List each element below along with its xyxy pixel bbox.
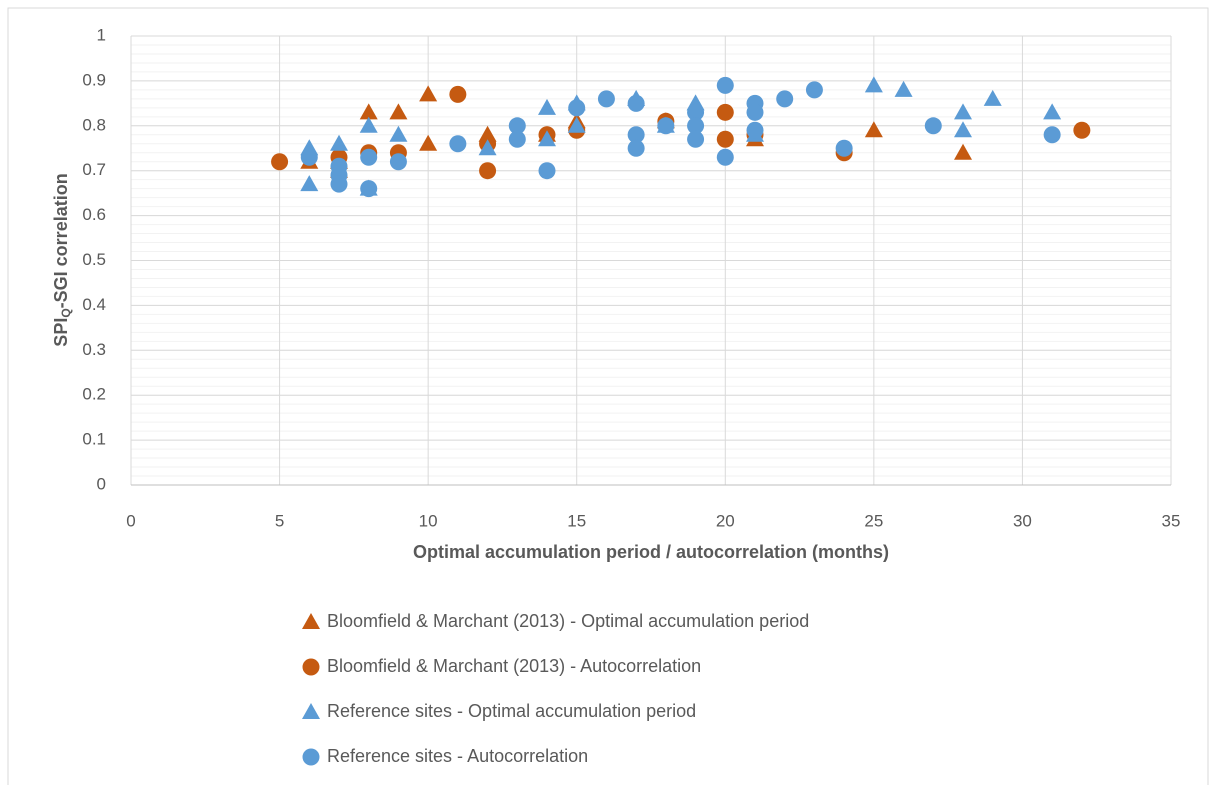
triangle-marker — [389, 125, 408, 142]
y-tick-label: 0 — [97, 474, 106, 493]
circle-marker — [746, 103, 764, 121]
x-tick-label: 5 — [275, 511, 284, 530]
circle-marker — [627, 126, 645, 144]
x-tick-label: 15 — [567, 511, 586, 530]
circle-marker — [716, 148, 734, 166]
circle-marker — [330, 175, 348, 193]
triangle-marker — [983, 89, 1002, 106]
y-tick-label: 0.1 — [82, 430, 106, 449]
circle-marker — [271, 153, 289, 171]
circle-marker — [687, 117, 705, 135]
y-tick-label: 1 — [97, 25, 106, 44]
triangle-marker — [300, 175, 319, 192]
legend-label: Reference sites - Optimal accumulation p… — [327, 701, 696, 721]
chart-border — [7, 7, 1209, 785]
triangle-marker — [864, 76, 883, 93]
y-tick-label: 0.8 — [82, 115, 106, 134]
y-tick-label: 0.6 — [82, 205, 106, 224]
circle-marker — [835, 139, 853, 157]
circle-marker — [716, 130, 734, 148]
circle-marker — [302, 748, 320, 766]
triangle-marker — [538, 98, 556, 115]
circle-marker — [687, 103, 705, 121]
y-tick-label: 0.7 — [82, 160, 106, 179]
x-tick-label: 35 — [1162, 511, 1181, 530]
x-tick-label: 25 — [864, 511, 883, 530]
circle-marker — [716, 76, 734, 94]
triangle-marker — [389, 103, 408, 120]
circle-marker — [627, 139, 645, 157]
circle-marker — [508, 130, 526, 148]
circle-marker — [597, 90, 615, 108]
circle-marker — [687, 130, 705, 148]
triangle-marker — [302, 703, 320, 719]
y-label-part: -SGI correlation — [51, 173, 71, 308]
triangle-marker — [954, 103, 972, 120]
circle-marker — [449, 85, 467, 103]
triangle-marker — [954, 143, 972, 160]
triangle-marker — [1043, 103, 1062, 120]
circle-marker — [360, 180, 378, 198]
x-tick-label: 30 — [1013, 511, 1032, 530]
x-tick-label: 20 — [716, 511, 735, 530]
y-tick-label: 0.2 — [82, 385, 106, 404]
circle-marker — [805, 81, 823, 99]
circle-marker — [449, 135, 467, 153]
triangle-marker — [567, 116, 586, 133]
y-tick-label: 0.3 — [82, 340, 106, 359]
y-axis-label: SPIQ-SGI correlation — [51, 173, 73, 346]
triangle-marker — [359, 116, 378, 133]
triangle-marker — [359, 103, 378, 120]
circle-marker — [627, 94, 645, 112]
y-label-sub: Q — [59, 308, 73, 317]
triangle-marker — [894, 80, 913, 97]
circle-marker — [508, 117, 526, 135]
triangle-marker — [302, 613, 320, 629]
circle-marker — [479, 162, 497, 180]
legend-label: Bloomfield & Marchant (2013) - Optimal a… — [327, 611, 809, 631]
x-tick-label: 10 — [419, 511, 438, 530]
triangle-marker — [419, 134, 438, 151]
triangle-marker — [419, 85, 438, 102]
triangle-marker — [864, 121, 883, 138]
y-label-part: SPI — [51, 318, 71, 347]
circle-marker — [568, 99, 586, 117]
circle-marker — [1073, 121, 1091, 139]
y-tick-label: 0.9 — [82, 70, 106, 89]
y-tick-label: 0.4 — [82, 295, 106, 314]
x-tick-label: 0 — [126, 511, 135, 530]
triangle-marker — [330, 134, 348, 151]
y-tick-label: 0.5 — [82, 250, 106, 269]
circle-marker — [776, 90, 794, 108]
circle-marker — [1043, 126, 1061, 144]
circle-marker — [746, 121, 764, 139]
x-axis-label: Optimal accumulation period / autocorrel… — [413, 542, 889, 562]
triangle-marker — [954, 121, 972, 138]
triangle-marker — [478, 139, 497, 156]
circle-marker — [300, 148, 318, 166]
circle-marker — [657, 117, 675, 135]
legend-label: Reference sites - Autocorrelation — [327, 746, 588, 766]
circle-marker — [538, 162, 556, 180]
triangle-marker — [538, 130, 556, 147]
circle-marker — [360, 148, 378, 166]
circle-marker — [716, 103, 734, 121]
legend-label: Bloomfield & Marchant (2013) - Autocorre… — [327, 656, 701, 676]
circle-marker — [924, 117, 942, 135]
circle-marker — [389, 153, 407, 171]
circle-marker — [302, 658, 320, 676]
